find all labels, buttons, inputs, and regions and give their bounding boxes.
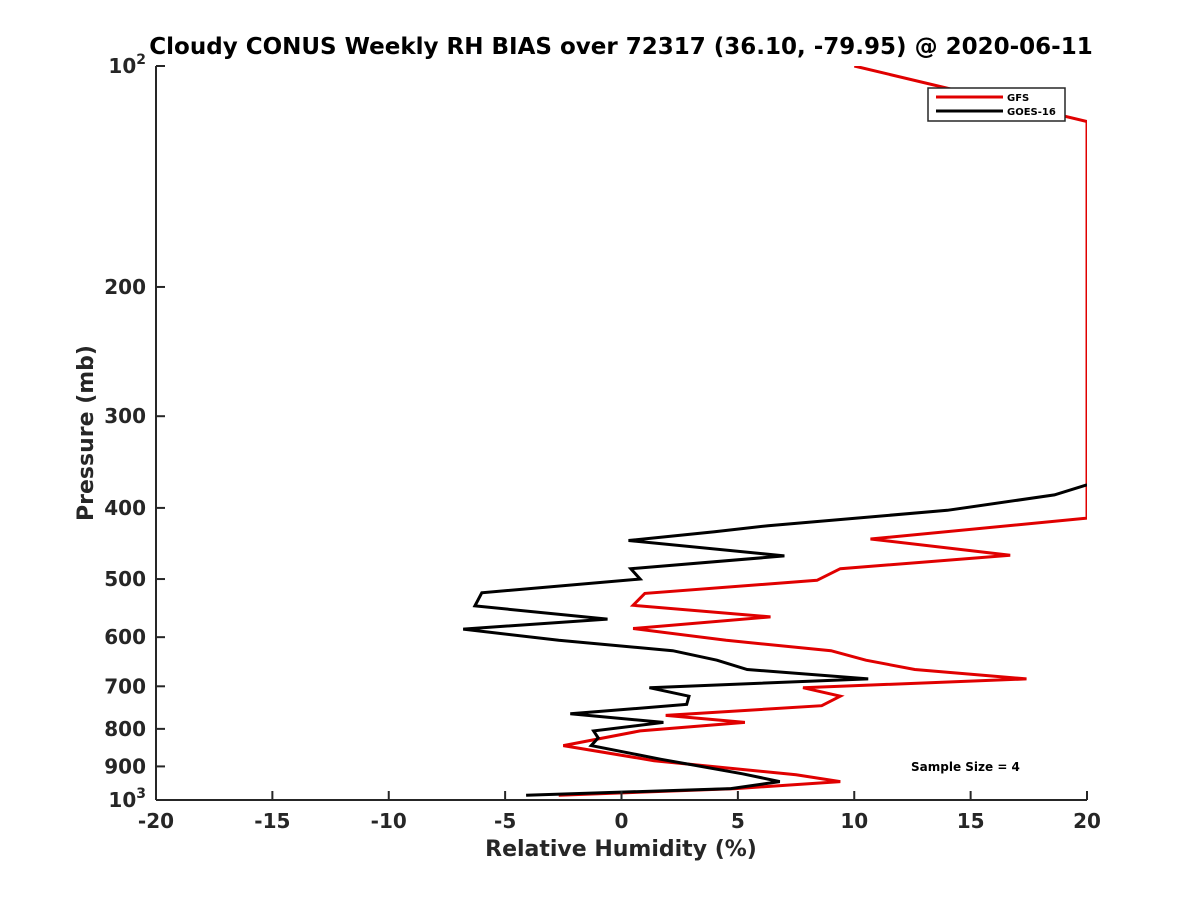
x-tick-label: 0 — [615, 809, 629, 833]
y-tick-label: 600 — [104, 625, 146, 649]
y-tick-label: 900 — [104, 754, 146, 778]
y-tick-label: 103 — [108, 786, 146, 812]
y-tick-label: 200 — [104, 275, 146, 299]
y-tick-label: 400 — [104, 496, 146, 520]
y-axis-label: Pressure (mb) — [74, 345, 99, 521]
legend: GFS GOES-16 — [927, 87, 1066, 122]
x-tick-label: 5 — [731, 809, 745, 833]
legend-box — [927, 87, 1066, 122]
x-tick-label: -20 — [138, 809, 174, 833]
y-tick-label: 800 — [104, 717, 146, 741]
y-tick-label: 300 — [104, 404, 146, 428]
x-tick-label: 10 — [840, 809, 868, 833]
y-tick-label: 700 — [104, 674, 146, 698]
series-line-goes16 — [463, 483, 1087, 797]
x-tick-label: 20 — [1073, 809, 1101, 833]
series-line-gfs — [558, 66, 1087, 797]
x-axis-label: Relative Humidity (%) — [485, 837, 757, 862]
legend-label-gfs: GFS — [1007, 93, 1029, 104]
x-tick-label: -5 — [494, 809, 516, 833]
y-axis-ticks: 102 200 300 400 500 600 700 800 900 103 — [104, 52, 165, 812]
y-tick-label: 500 — [104, 567, 146, 591]
sample-size-annotation: Sample Size = 4 — [911, 760, 1020, 774]
y-tick-label: 102 — [108, 52, 146, 78]
x-tick-label: 15 — [957, 809, 985, 833]
chart-title: Cloudy CONUS Weekly RH BIAS over 72317 (… — [149, 34, 1092, 60]
x-axis-ticks: -20 -15 -10 -5 0 5 10 15 20 — [138, 791, 1101, 833]
plot-area: -20 -15 -10 -5 0 5 10 15 20 102 200 300 400 500 600 70… — [104, 52, 1101, 833]
legend-label-goes16: GOES-16 — [1007, 107, 1056, 118]
x-tick-label: -15 — [254, 809, 290, 833]
series-layer — [463, 66, 1087, 797]
x-tick-label: -10 — [371, 809, 407, 833]
